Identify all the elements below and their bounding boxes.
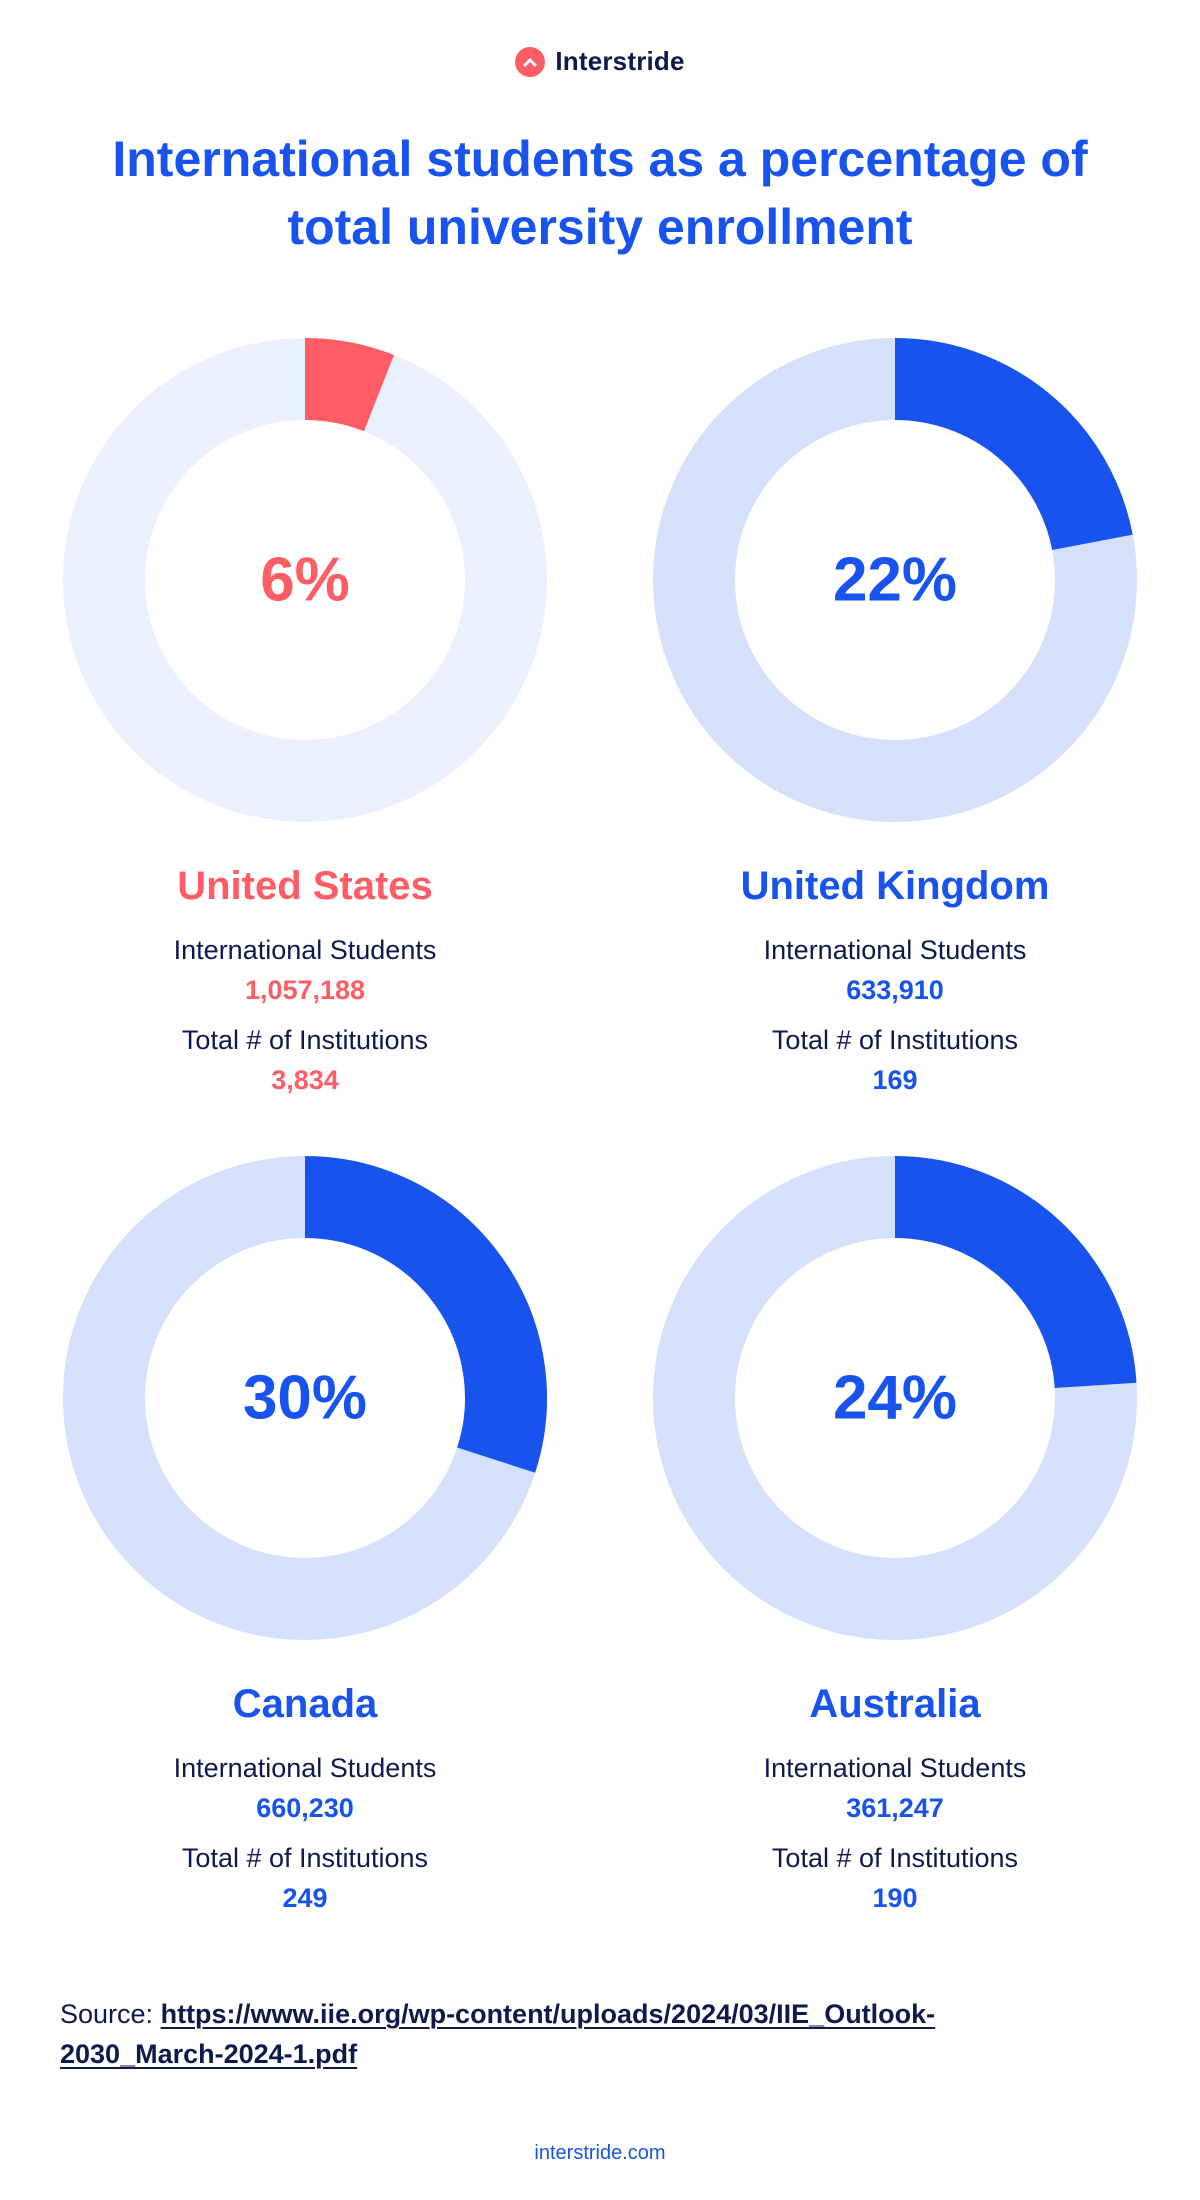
percent-label-united-kingdom: 22% [833, 546, 957, 615]
international-students-value-canada: 660,230 [256, 1793, 354, 1823]
percent-label-australia: 24% [833, 1364, 957, 1433]
donut-chart-canada: 30% [63, 1156, 547, 1640]
institutions-value-united-kingdom: 169 [872, 1065, 918, 1095]
country-name-canada: Canada [232, 1682, 378, 1726]
country-name-united-kingdom: United Kingdom [740, 864, 1050, 908]
interstride-logo-icon [515, 46, 546, 77]
percent-label-united-states: 6% [260, 546, 350, 615]
international-students-value-united-kingdom: 633,910 [846, 975, 944, 1005]
source-citation: Source: https://www.iie.org/wp-content/u… [60, 1994, 1060, 2074]
donut-chart-australia: 24% [653, 1156, 1137, 1640]
country-name-united-states: United States [177, 864, 433, 908]
donut-slice-canada [304, 1156, 547, 1473]
percent-label-canada: 30% [243, 1364, 367, 1433]
footer-website[interactable]: interstride.com [534, 2142, 666, 2164]
source-label: Source: [60, 1999, 154, 2029]
institutions-label: Total # of Institutions [181, 1025, 429, 1055]
chart-panel-australia: 24% Australia International Students 361… [635, 1148, 1155, 1928]
institutions-value-canada: 249 [282, 1883, 328, 1913]
institutions-label: Total # of Institutions [181, 1843, 429, 1873]
source-link[interactable]: https://www.iie.org/wp-content/uploads/2… [60, 1999, 936, 2069]
donut-slice-united-kingdom [894, 338, 1133, 551]
chart-panel-canada: 30% Canada International Students 660,23… [45, 1148, 565, 1928]
international-students-label: International Students [763, 1753, 1027, 1783]
country-name-australia: Australia [809, 1682, 981, 1726]
page-title: International students as a percentage o… [112, 131, 1088, 255]
donut-slice-united-states [303, 338, 395, 432]
institutions-value-australia: 190 [872, 1883, 918, 1913]
donut-slice-australia [894, 1156, 1137, 1389]
chart-panel-united-states: 6% United States International Students … [45, 330, 565, 1110]
institutions-label: Total # of Institutions [771, 1843, 1019, 1873]
international-students-label: International Students [173, 1753, 437, 1783]
international-students-value-united-states: 1,057,188 [244, 975, 366, 1005]
donut-chart-united-states: 6% [63, 338, 547, 822]
international-students-label: International Students [763, 935, 1027, 965]
institutions-value-united-states: 3,834 [271, 1065, 339, 1095]
chart-panel-united-kingdom: 22% United Kingdom International Student… [635, 330, 1155, 1110]
brand-header: Interstride [0, 46, 1200, 77]
international-students-value-australia: 361,247 [846, 1793, 944, 1823]
donut-chart-united-kingdom: 22% [653, 338, 1137, 822]
brand-name: Interstride [555, 46, 685, 76]
institutions-label: Total # of Institutions [771, 1025, 1019, 1055]
international-students-label: International Students [173, 935, 437, 965]
